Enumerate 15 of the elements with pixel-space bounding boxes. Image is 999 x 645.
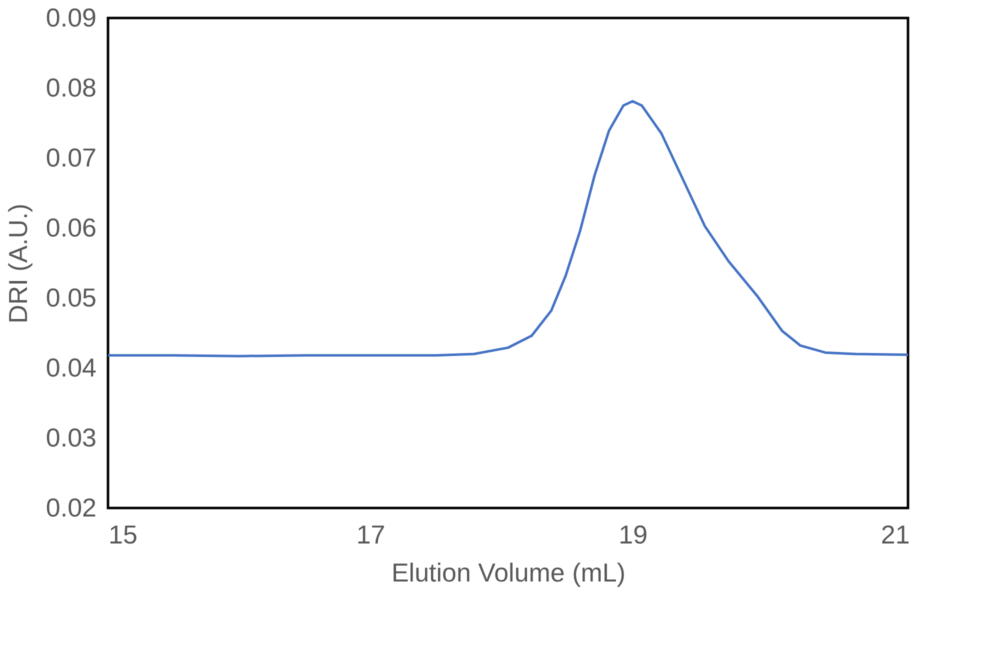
x-tick-label: 21 (880, 520, 910, 550)
y-tick-label: 0.04 (46, 352, 96, 382)
y-tick-label: 0.08 (46, 72, 96, 102)
y-tick-label: 0.07 (46, 142, 96, 172)
x-axis-title: Elution Volume (mL) (391, 558, 626, 588)
y-axis-title: DRI (A.U.) (2, 204, 33, 324)
y-tick-label: 0.06 (46, 212, 96, 242)
x-tick-label: 19 (618, 520, 648, 550)
x-tick-label: 17 (356, 520, 386, 550)
line-series (106, 100, 910, 358)
y-tick-label: 0.09 (46, 2, 96, 32)
y-tick-label: 0.02 (46, 492, 96, 522)
y-tick-label: 0.05 (46, 282, 96, 312)
x-tick-label: 15 (108, 520, 138, 550)
y-tick-label: 0.03 (46, 422, 96, 452)
